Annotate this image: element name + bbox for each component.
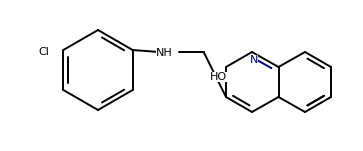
Text: HO: HO: [209, 72, 227, 82]
Text: N: N: [250, 55, 258, 65]
Text: Cl: Cl: [38, 47, 49, 57]
Text: NH: NH: [156, 48, 173, 58]
